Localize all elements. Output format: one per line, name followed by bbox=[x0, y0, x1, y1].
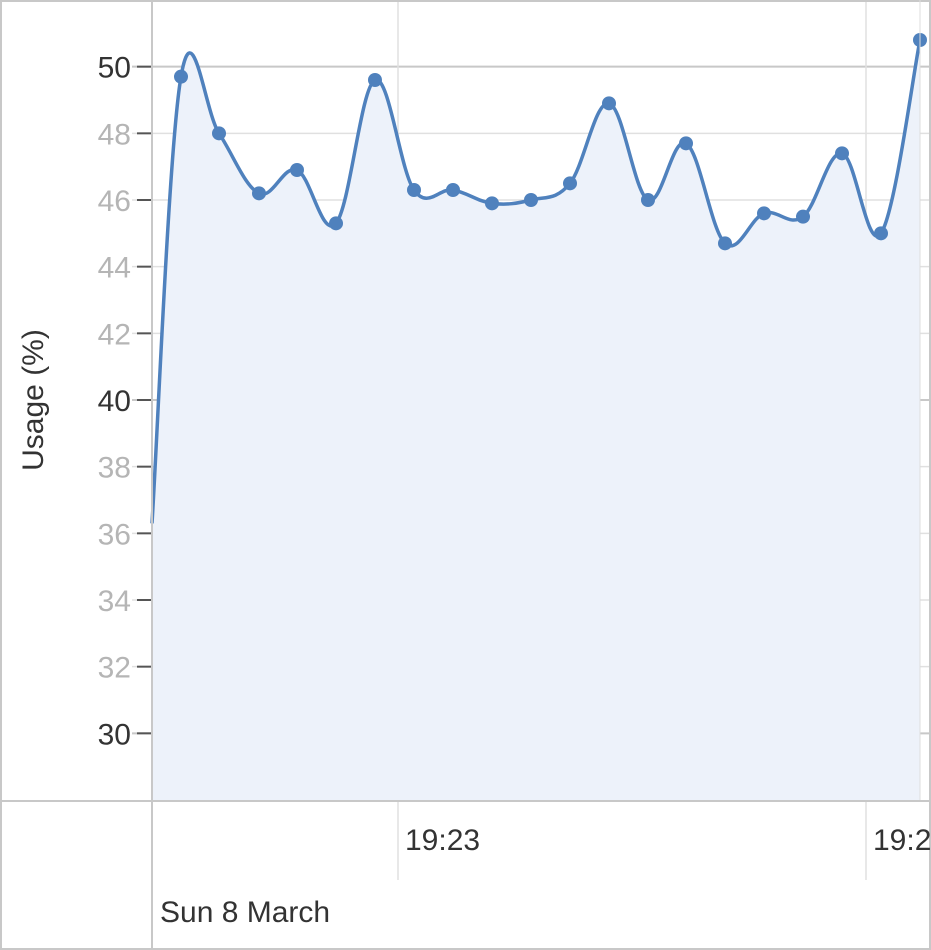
data-point bbox=[718, 236, 732, 251]
data-point bbox=[329, 216, 343, 231]
series-area bbox=[152, 40, 920, 800]
data-point bbox=[874, 226, 888, 241]
data-point bbox=[290, 163, 304, 177]
y-tick-label: 36 bbox=[98, 518, 131, 551]
data-point bbox=[835, 146, 849, 161]
data-point bbox=[485, 196, 499, 211]
data-point bbox=[602, 96, 616, 111]
data-point bbox=[563, 176, 577, 191]
data-point bbox=[407, 183, 421, 197]
data-point bbox=[757, 206, 771, 221]
y-tick-label: 40 bbox=[98, 385, 131, 418]
series-area-fill bbox=[152, 40, 920, 800]
y-tick-label: 48 bbox=[98, 118, 131, 151]
data-point bbox=[212, 126, 226, 141]
y-tick-label: 50 bbox=[98, 52, 131, 85]
y-tick-label: 44 bbox=[98, 252, 131, 285]
y-tick-label: 34 bbox=[98, 585, 131, 618]
data-point bbox=[368, 73, 382, 87]
data-point bbox=[679, 136, 693, 151]
data-point bbox=[524, 193, 538, 207]
x-tick-label: 19:2 bbox=[873, 824, 931, 857]
y-tick-label: 38 bbox=[98, 452, 131, 485]
y-axis-ticks: 30 32 34 36 38 40 42 44 46 48 50 bbox=[98, 52, 131, 752]
x-axis-date-label: Sun 8 March bbox=[160, 896, 330, 929]
y-tick-label: 42 bbox=[98, 318, 131, 351]
x-axis-ticks: 19:23 19:2 bbox=[405, 824, 931, 857]
data-point bbox=[641, 193, 655, 207]
y-tick-label: 32 bbox=[98, 652, 131, 685]
series-points bbox=[174, 33, 927, 251]
data-point bbox=[174, 69, 188, 84]
data-point bbox=[796, 209, 810, 224]
data-point bbox=[252, 186, 266, 201]
data-point bbox=[446, 183, 460, 197]
y-tick-label: 30 bbox=[98, 718, 131, 751]
y-tick-label: 46 bbox=[98, 185, 131, 218]
x-tick-label: 19:23 bbox=[405, 824, 480, 857]
y-axis-title: Usage (%) bbox=[17, 329, 50, 471]
